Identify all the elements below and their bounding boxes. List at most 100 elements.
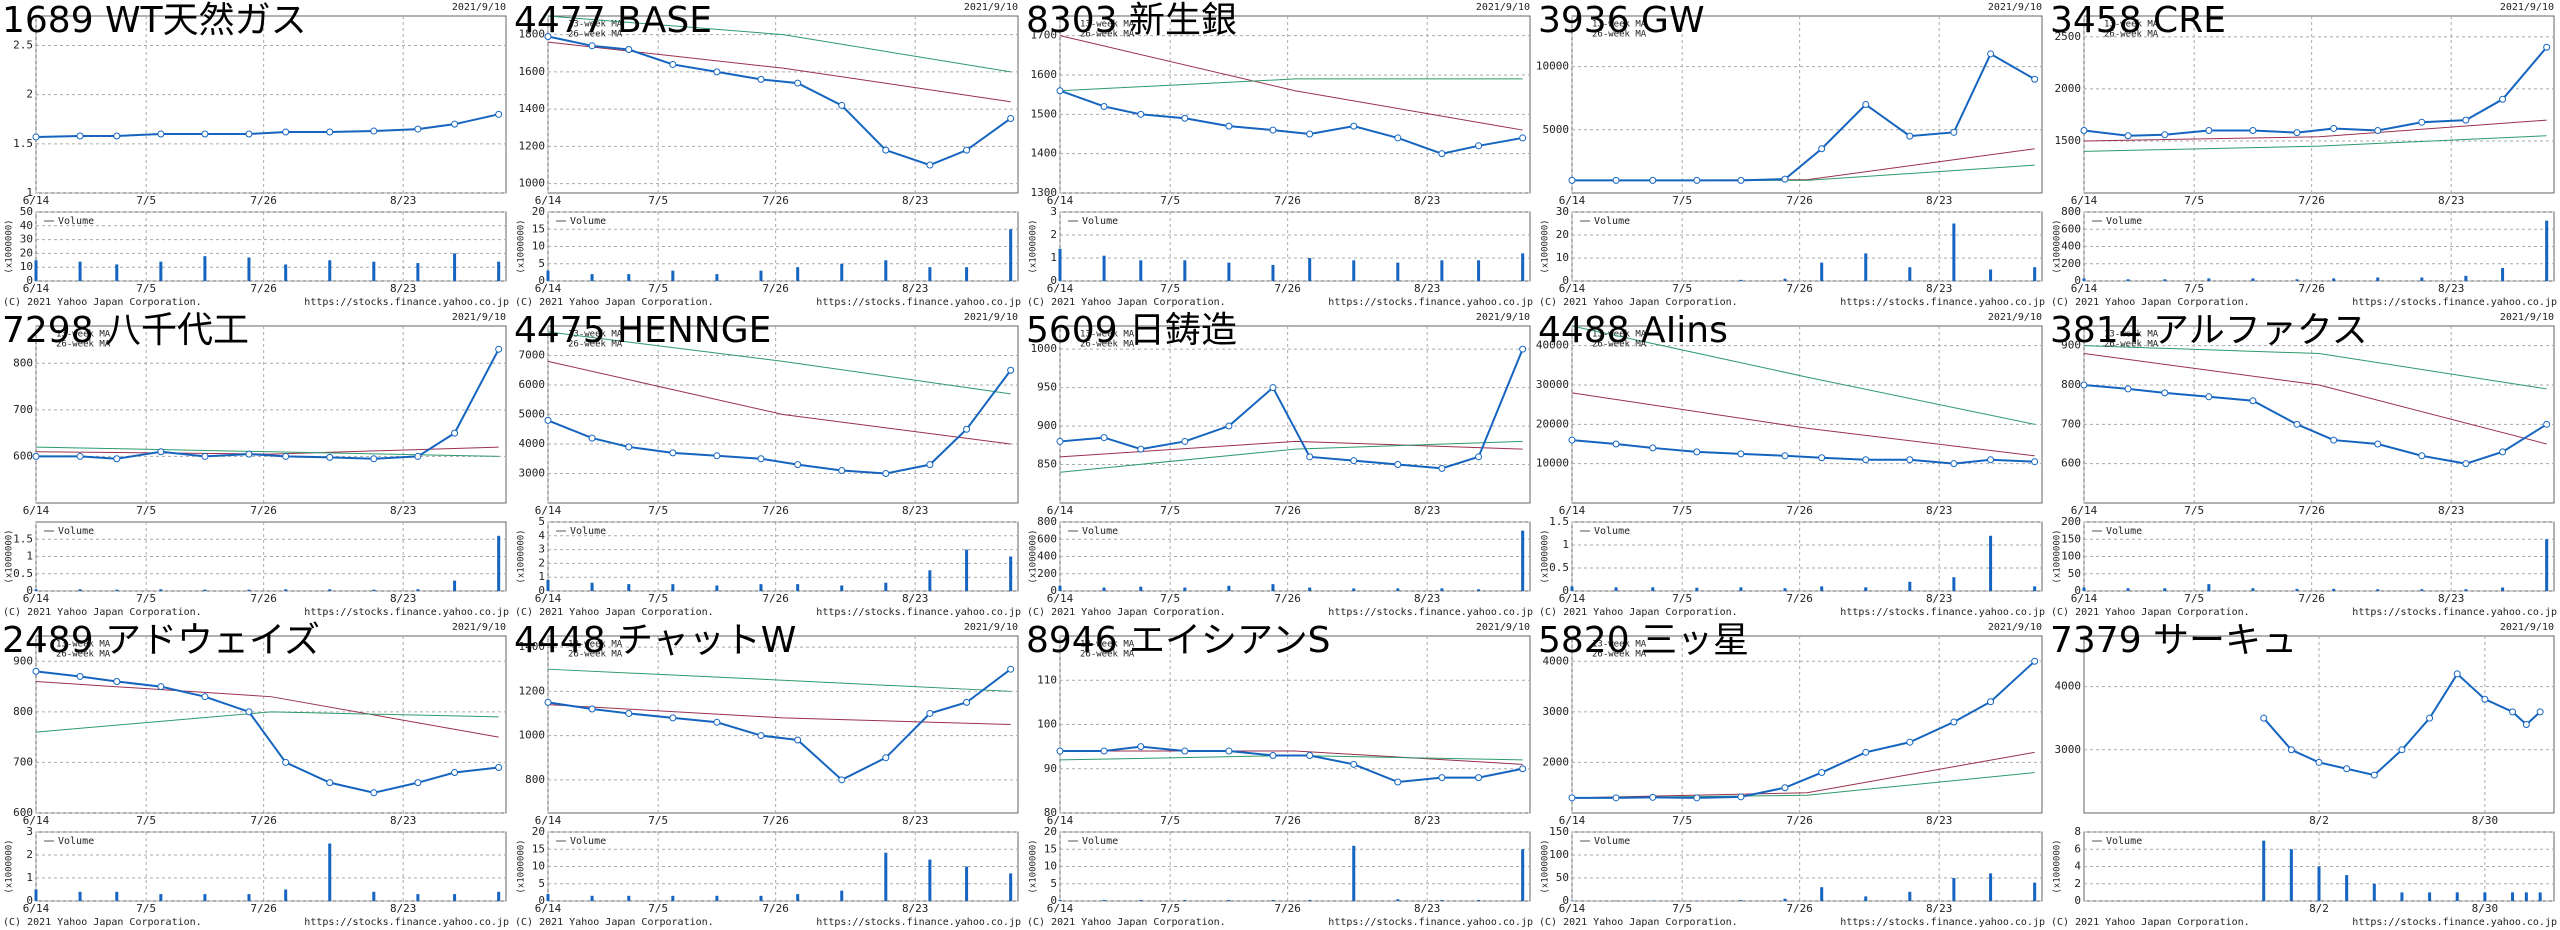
volume-bar [1739,587,1743,591]
price-point [2536,708,2544,716]
price-point [757,75,765,83]
x-tick-label: 6/14 [1559,902,1586,915]
x-tick-label: 7/5 [1672,814,1692,827]
volume-bar [1396,262,1400,281]
x-tick-label: 7/5 [1160,592,1180,605]
volume-bar [1614,587,1618,591]
volume-bar [759,270,763,281]
x-tick-label: 7/5 [1672,902,1692,915]
x-tick-label: 7/26 [762,814,789,827]
footer-copyright: (C) 2021 Yahoo Japan Corporation. [515,297,714,308]
volume-bar [328,589,332,591]
x-tick-label: 6/14 [2071,282,2098,295]
x-tick-label: 8/23 [390,194,417,207]
volume-bar [759,584,763,591]
panel-title: 8303 新生銀 [1026,0,1237,41]
volume-bar [1820,262,1824,281]
volume-bar [1783,278,1787,281]
x-tick-label: 6/14 [1559,592,1586,605]
x-tick-label: 7/26 [1786,504,1813,517]
y-tick-label: 2000 [2055,82,2082,95]
y-tick-label: 700 [13,755,33,768]
y-tick-label: 0 [1050,894,1057,907]
volume-bar [1102,899,1106,901]
x-tick-label: 6/14 [2071,194,2098,207]
footer-copyright: (C) 2021 Yahoo Japan Corporation. [515,607,714,618]
price-point [2293,420,2301,428]
x-tick-label: 8/23 [1926,592,1953,605]
volume-bar [1440,588,1444,591]
volume-bar [2163,279,2167,281]
y-tick-label: 20 [1556,228,1569,241]
price-point [2462,116,2470,124]
ma-legend: 13-week MA [1080,20,1135,30]
footer-copyright: (C) 2021 Yahoo Japan Corporation. [1539,607,1738,618]
y-tick-label: 3 [1050,205,1057,218]
price-line [1059,89,1523,155]
price-point [1649,176,1657,184]
y-tick-label: 5 [538,877,545,890]
volume-bar [372,261,376,281]
ma-legend: 13-week MA [1080,640,1135,650]
volume-legend: Volume [2106,836,2142,847]
y-tick-label: 400 [2061,240,2081,253]
y-tick-label: 20 [20,246,33,259]
y-tick-label: 30 [1556,205,1569,218]
y-tick-label: 15 [532,842,545,855]
y-tick-label: 1700 [1031,29,1058,42]
volume-bar [284,889,288,901]
footer-copyright: (C) 2021 Yahoo Japan Corporation. [1027,917,1226,928]
footer-copyright: (C) 2021 Yahoo Japan Corporation. [3,297,202,308]
price-point [76,452,84,460]
volume-legend: Volume [1082,836,1118,847]
price-point [2481,695,2489,703]
y-tick-label: 800 [13,705,33,718]
volume-unit: (x1000000) [1541,839,1551,893]
y-tick-label: 1.5 [13,137,33,150]
volume-bar [2400,892,2404,901]
price-line [547,369,1012,475]
price-point [926,709,934,717]
x-tick-label: 6/14 [535,814,562,827]
volume-bar [2372,883,2376,901]
y-tick-label: 3000 [519,467,546,480]
volume-bar [497,535,501,591]
price-point [2462,460,2470,468]
x-tick-label: 8/23 [2438,504,2465,517]
volume-bar [1227,262,1231,281]
x-tick-label: 8/23 [2438,592,2465,605]
y-tick-label: 1300 [1031,186,1058,199]
x-tick-label: 7/5 [648,592,668,605]
footer-source: https://stocks.finance.yahoo.co.jp [1328,917,1533,928]
volume-bar [1477,899,1481,901]
volume-bar [2428,892,2432,901]
y-tick-label: 700 [13,403,33,416]
volume-unit: (x1000000) [517,529,527,583]
x-tick-label: 8/23 [390,592,417,605]
price-point [838,101,846,109]
volume-bar [2033,586,2037,591]
volume-bar [796,267,800,281]
volume-bar [159,894,163,901]
x-tick-label: 6/14 [1559,194,1586,207]
x-tick-label: 7/5 [136,902,156,915]
volume-bar [590,274,594,281]
price-point [1987,698,1995,706]
price-point [2031,75,2039,83]
price-point [1649,793,1657,801]
x-tick-label: 7/5 [2184,592,2204,605]
price-point [1818,454,1826,462]
y-tick-label: 2 [26,848,33,861]
panel-title: 2489 アドウェイズ [2,620,320,661]
y-tick-label: 1 [26,550,33,563]
x-tick-label: 6/14 [2071,504,2098,517]
price-point [282,452,290,460]
volume-bar [2332,278,2336,281]
ma-legend: 13-week MA [568,640,623,650]
price-point [2418,452,2426,460]
y-tick-label: 20 [532,205,545,218]
panel-title: 3814 アルファクス [2050,310,2368,351]
price-point [2161,131,2169,139]
volume-bar [1908,891,1912,901]
